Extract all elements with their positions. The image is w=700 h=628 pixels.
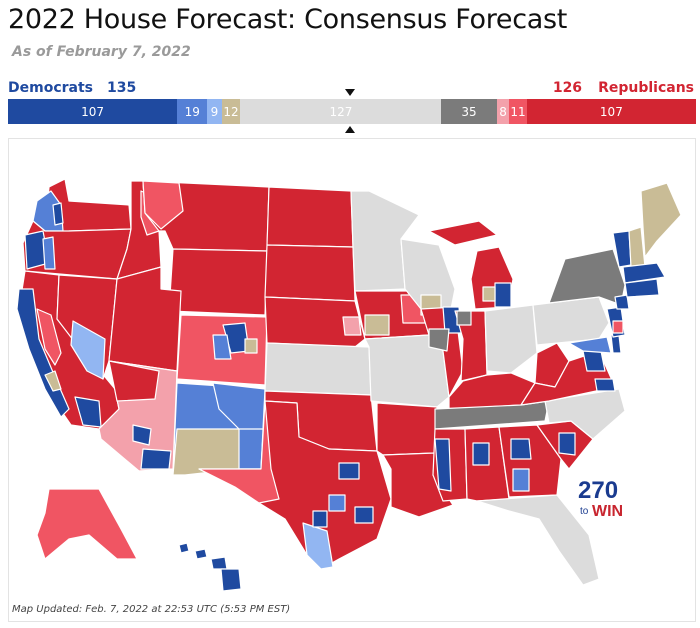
democrats-label: Democrats — [8, 80, 93, 96]
state-ne-omaha — [342, 316, 362, 336]
seat-bar-segment-label: 107 — [599, 104, 623, 119]
state-hi-2 — [194, 548, 208, 560]
state-wy — [168, 248, 268, 316]
state-or-likely — [42, 236, 56, 270]
democrats-count: 135 — [107, 80, 137, 96]
state-wa-seattle — [52, 202, 64, 226]
state-ia-tilt — [364, 314, 390, 336]
state-tx-dallas — [338, 462, 360, 480]
page-title: 2022 House Forecast: Consensus Forecast — [8, 4, 568, 35]
state-nc — [544, 388, 626, 440]
map-svg — [16, 178, 682, 592]
state-mi-up — [428, 220, 498, 246]
state-va-south — [594, 378, 616, 392]
state-ks — [264, 342, 372, 396]
state-nm-north — [212, 382, 266, 430]
seat-bar: 107 19 9 12 127 35 8 11 107 — [8, 99, 696, 124]
state-nj-south — [612, 320, 624, 334]
state-co-tilt — [244, 338, 258, 354]
seat-bar-segment-label: 9 — [210, 104, 219, 119]
seat-bar-segment[interactable]: 127 — [240, 99, 442, 124]
democrats-total: Democrats 135 — [8, 80, 136, 96]
state-nm-south — [172, 428, 240, 476]
state-il-tossup — [428, 328, 450, 352]
state-tx-austin — [328, 494, 346, 512]
seat-bar-segment-label: 8 — [499, 104, 507, 119]
seat-bar-segment[interactable]: 35 — [441, 99, 497, 124]
state-mi-tilt — [482, 286, 496, 302]
state-ak — [36, 488, 138, 560]
state-ca-valley — [36, 308, 62, 366]
logo-270: 270 — [578, 477, 618, 504]
seat-bar-segment[interactable]: 107 — [8, 99, 178, 124]
seat-bar-segment[interactable]: 11 — [509, 99, 527, 124]
state-fl — [476, 494, 600, 586]
state-az-tucson — [140, 448, 172, 470]
state-ga-atl — [510, 438, 532, 460]
state-hi-3 — [210, 556, 228, 570]
state-co-burbs — [212, 334, 232, 360]
state-mt-west — [142, 180, 184, 230]
seat-bar-segment-label: 35 — [461, 104, 477, 119]
state-mi-detroit — [494, 282, 512, 308]
state-ny-city — [614, 294, 630, 310]
state-ct-ri — [624, 278, 660, 298]
270towin-logo: 270 to WIN — [578, 474, 628, 525]
seat-bar-segment-label: 107 — [81, 104, 105, 119]
state-sc-dem — [558, 432, 576, 456]
state-az-phx — [132, 424, 152, 446]
seat-bar-segment-label: 11 — [510, 104, 526, 119]
state-al-bham — [472, 442, 490, 466]
state-hi-4 — [220, 568, 242, 592]
seat-bar-segment-label: 12 — [223, 104, 239, 119]
us-house-map[interactable] — [8, 138, 696, 622]
majority-marker-bottom-icon — [345, 126, 355, 133]
state-tx-sa — [312, 510, 328, 528]
state-pa — [532, 296, 610, 346]
logo-to: to — [580, 506, 589, 517]
seat-bar-segment[interactable]: 107 — [526, 99, 696, 124]
republicans-label: Republicans — [598, 80, 694, 96]
seat-bar-segment[interactable]: 9 — [207, 99, 222, 124]
republicans-count: 126 — [552, 80, 583, 96]
seat-bar-segment[interactable]: 19 — [177, 99, 208, 124]
state-tx-west — [198, 400, 280, 504]
state-ar — [376, 402, 438, 456]
state-de — [610, 334, 622, 354]
state-nh — [628, 226, 646, 268]
seat-bar-segment[interactable]: 8 — [496, 99, 510, 124]
state-ny — [548, 248, 626, 306]
state-sd — [264, 244, 356, 302]
majority-marker-top-icon — [345, 89, 355, 96]
state-md — [568, 336, 612, 354]
state-oh — [484, 304, 538, 374]
state-va-north — [582, 350, 606, 372]
state-ut — [108, 266, 182, 372]
state-ma — [622, 262, 666, 284]
state-ga-sw — [512, 468, 530, 492]
forecast-date: As of February 7, 2022 — [12, 44, 191, 60]
logo-win: WIN — [592, 503, 623, 520]
state-hi-1 — [178, 542, 190, 554]
state-ne — [264, 296, 366, 348]
state-me — [640, 182, 682, 258]
state-tx-rgv — [302, 522, 334, 570]
270towin-logo-icon: 270 to WIN — [578, 477, 623, 520]
state-nd — [266, 186, 354, 248]
seat-bar-segment-label: 127 — [329, 104, 353, 119]
map-updated-note: Map Updated: Feb. 7, 2022 at 22:53 UTC (… — [12, 604, 291, 615]
state-ms-west — [434, 438, 452, 492]
state-tx-houston — [354, 506, 374, 524]
state-nv-south — [70, 320, 106, 380]
state-az-north — [108, 360, 160, 402]
seat-bar-segment-label: 19 — [184, 104, 200, 119]
republicans-total: 126 Republicans — [553, 80, 694, 96]
state-in-nw — [456, 310, 472, 326]
state-ca-lean — [44, 370, 62, 392]
seat-bar-segment[interactable]: 12 — [221, 99, 241, 124]
